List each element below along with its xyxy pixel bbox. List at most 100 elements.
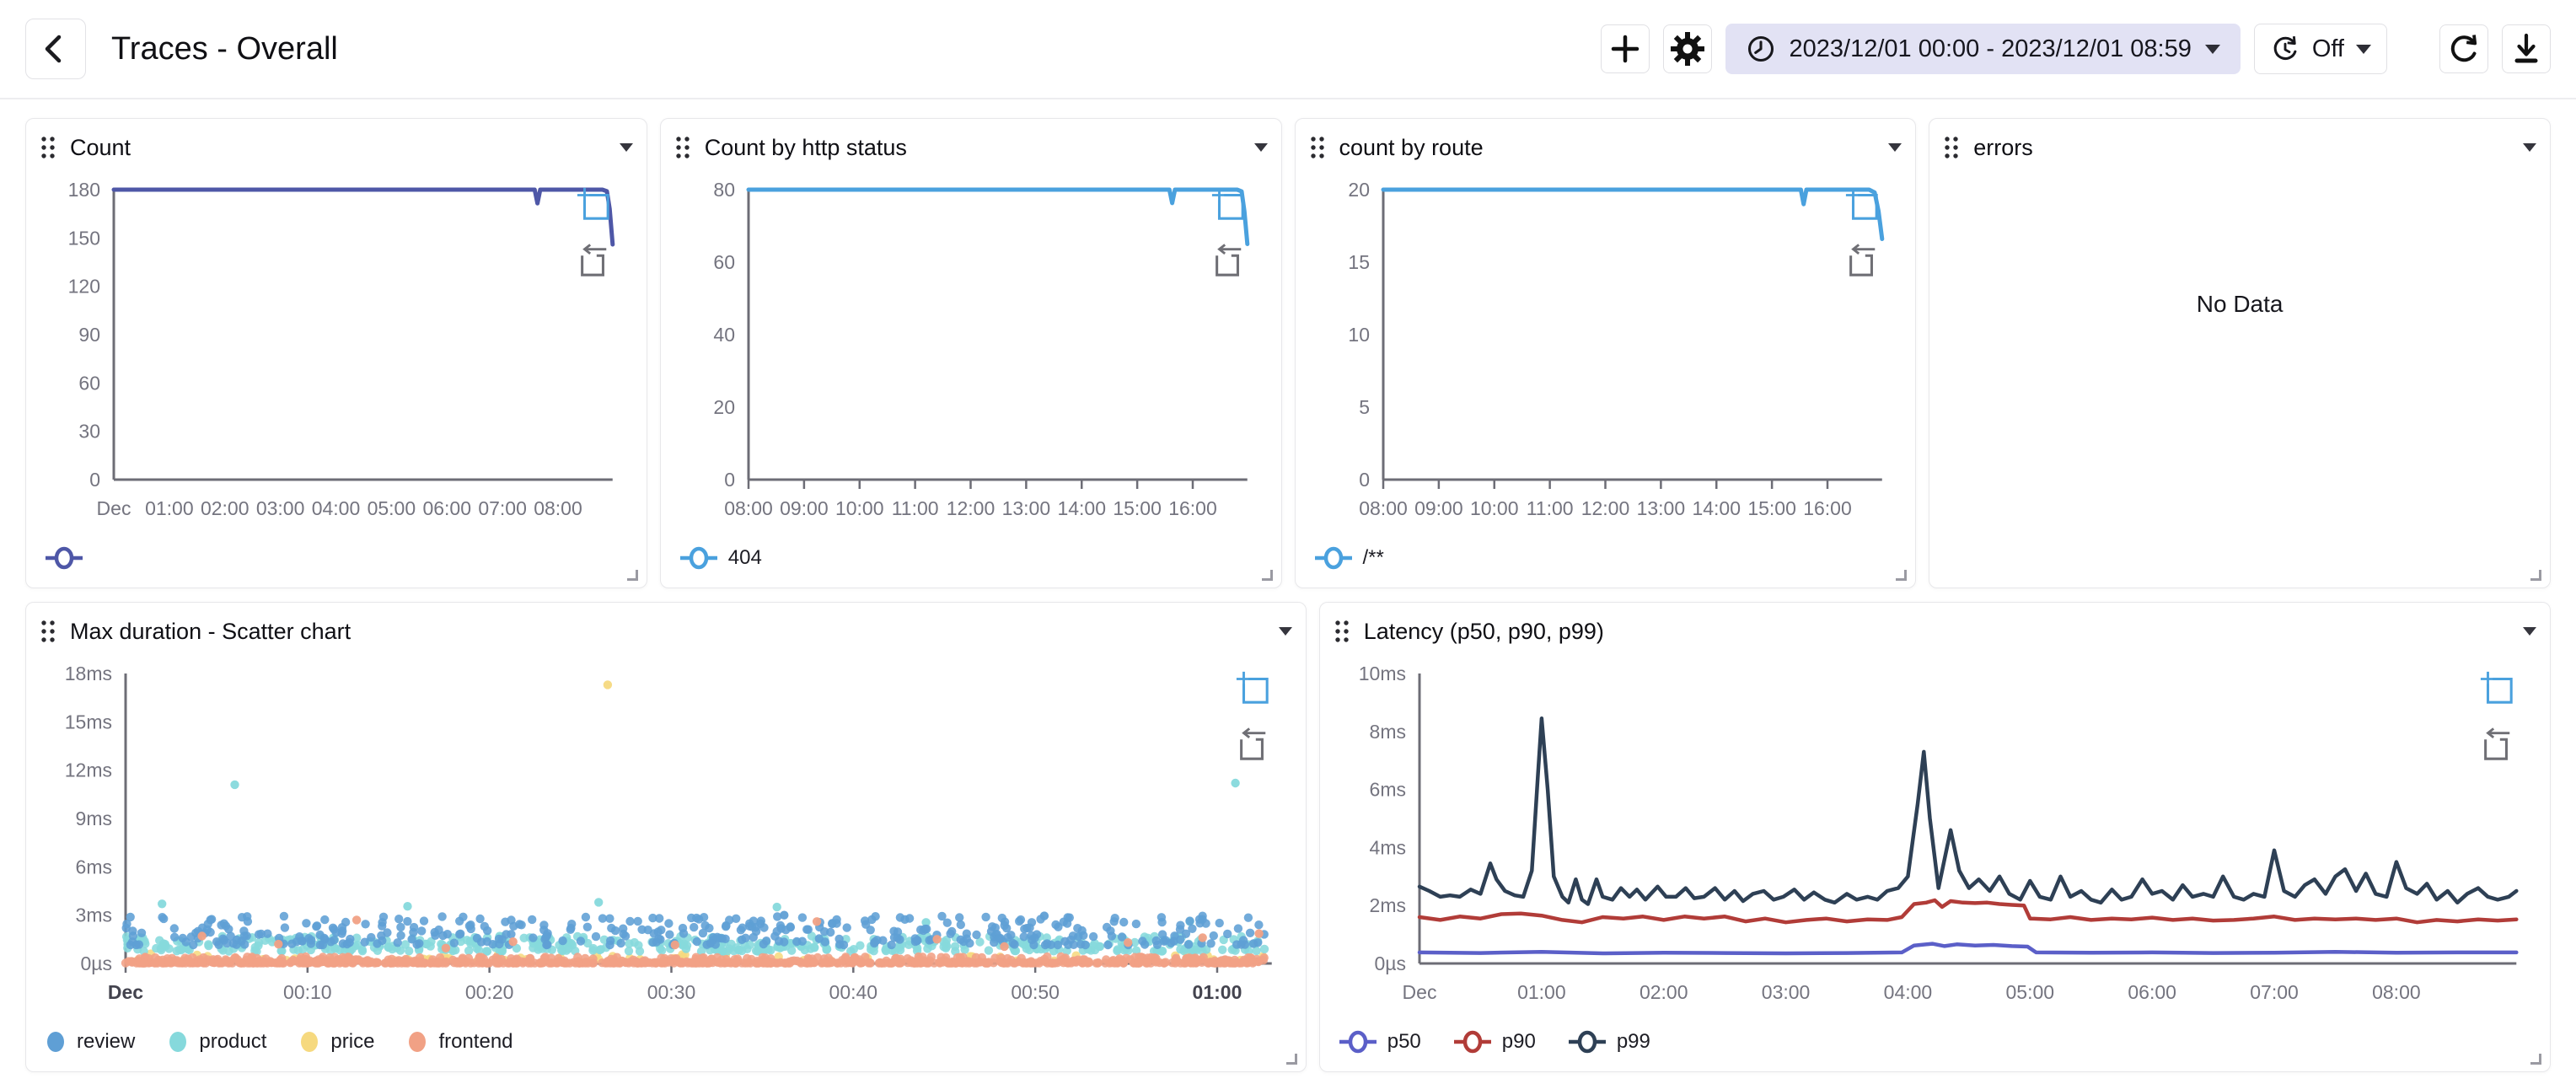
svg-text:12ms: 12ms: [65, 759, 112, 781]
p90-legend-marker-icon: [1453, 1030, 1491, 1054]
no-data-text: No Data: [2196, 290, 2284, 317]
auto-refresh-dropdown[interactable]: Off: [2253, 24, 2387, 74]
legend-item-product[interactable]: product: [167, 1030, 266, 1054]
reset-zoom-icon[interactable]: [2479, 727, 2514, 766]
panel-menu-caret-icon[interactable]: [1278, 627, 1292, 636]
count-chart[interactable]: 180 150 120 90 60 30 0 Dec 01:00 02:00 03:00 04:00 0…: [40, 166, 633, 535]
legend-item-p99[interactable]: p99: [1568, 1030, 1650, 1054]
resize-handle[interactable]: [1896, 570, 1908, 581]
box-zoom-icon[interactable]: [2479, 670, 2514, 710]
svg-text:08:00: 08:00: [724, 497, 773, 519]
svg-text:15:00: 15:00: [1113, 497, 1162, 519]
svg-text:03:00: 03:00: [256, 497, 305, 519]
svg-text:2ms: 2ms: [1369, 894, 1405, 916]
reset-zoom-icon[interactable]: [576, 243, 611, 282]
p99-legend-marker-icon: [1568, 1030, 1606, 1054]
svg-text:01:00: 01:00: [1193, 981, 1242, 1003]
svg-text:04:00: 04:00: [312, 497, 361, 519]
legend-item[interactable]: [45, 546, 94, 570]
legend: p50 p90 p99: [1334, 1019, 2536, 1065]
svg-text:Dec: Dec: [108, 981, 143, 1003]
reset-zoom-icon[interactable]: [1844, 243, 1880, 282]
resize-handle[interactable]: [1285, 1054, 1297, 1065]
drag-handle-icon[interactable]: [1943, 134, 1960, 161]
svg-text:16:00: 16:00: [1803, 497, 1852, 519]
http-status-chart[interactable]: 80 60 40 20 0 08:00 09:00 10:00 11:00 12:00 13:00 1…: [674, 166, 1268, 535]
resize-handle[interactable]: [2530, 1054, 2541, 1065]
svg-text:0: 0: [89, 469, 100, 491]
svg-text:4ms: 4ms: [1369, 836, 1405, 858]
svg-text:14:00: 14:00: [1057, 497, 1106, 519]
legend-item-route[interactable]: /**: [1314, 546, 1384, 570]
svg-text:0: 0: [1359, 469, 1370, 491]
svg-text:20: 20: [1348, 179, 1370, 201]
resize-handle[interactable]: [2530, 570, 2541, 581]
legend: review product price frontend: [40, 1019, 1292, 1065]
svg-text:90: 90: [78, 324, 100, 346]
legend-item-frontend[interactable]: frontend: [406, 1030, 513, 1054]
route-chart[interactable]: 20 15 10 5 0 08:00 09:00 10:00 11:00 12:00 13:00 14…: [1309, 166, 1902, 535]
drag-handle-icon[interactable]: [1334, 618, 1350, 645]
svg-text:11:00: 11:00: [1526, 497, 1573, 519]
svg-text:02:00: 02:00: [201, 497, 250, 519]
panel-menu-caret-icon[interactable]: [2523, 143, 2536, 152]
download-button[interactable]: [2502, 24, 2551, 73]
settings-button[interactable]: [1662, 24, 1712, 73]
legend: [40, 535, 633, 581]
box-zoom-icon[interactable]: [1210, 186, 1246, 226]
drag-handle-icon[interactable]: [674, 134, 691, 161]
svg-text:15: 15: [1348, 251, 1370, 273]
svg-text:06:00: 06:00: [2128, 981, 2176, 1003]
panel-menu-caret-icon[interactable]: [2523, 627, 2536, 636]
legend-item-404[interactable]: 404: [679, 546, 762, 570]
reset-zoom-icon[interactable]: [1235, 727, 1270, 766]
panel-menu-caret-icon[interactable]: [619, 143, 633, 152]
legend-item-price[interactable]: price: [298, 1030, 374, 1054]
latency-chart[interactable]: 10ms 8ms 6ms 4ms 2ms 0µs Dec 01:00 02:00 03:00 04:…: [1334, 650, 2536, 1019]
svg-text:6ms: 6ms: [76, 856, 112, 877]
back-button[interactable]: [25, 19, 86, 79]
panel-count-by-http-status: Count by http status 80 60 40 20 0 08:00 09:00…: [659, 118, 1282, 588]
drag-handle-icon[interactable]: [40, 134, 56, 161]
drag-handle-icon[interactable]: [40, 618, 56, 645]
svg-text:80: 80: [713, 179, 735, 201]
p50-legend-marker-icon: [1339, 1030, 1377, 1054]
panel-count: Count 180 150 120 90 60 30 0 Dec 01:00 02:00 03:00…: [25, 118, 647, 588]
series-legend-marker-icon: [1314, 546, 1352, 570]
box-zoom-icon[interactable]: [576, 186, 611, 226]
svg-text:60: 60: [713, 251, 735, 273]
product-legend-marker-icon: [169, 1032, 187, 1052]
time-range-picker[interactable]: 2023/12/01 00:00 - 2023/12/01 08:59: [1725, 24, 2241, 74]
legend-item-review[interactable]: review: [45, 1030, 135, 1054]
drag-handle-icon[interactable]: [1309, 134, 1326, 161]
gear-icon: [1670, 32, 1704, 66]
panel-errors: errors No Data: [1929, 118, 2551, 588]
resize-handle[interactable]: [1261, 570, 1273, 581]
legend-item-p90[interactable]: p90: [1453, 1030, 1536, 1054]
refresh-button[interactable]: [2439, 24, 2488, 73]
legend: 404: [674, 535, 1268, 581]
svg-text:3ms: 3ms: [76, 904, 112, 926]
box-zoom-icon[interactable]: [1235, 670, 1270, 710]
svg-text:13:00: 13:00: [1636, 497, 1685, 519]
svg-text:Dec: Dec: [1402, 981, 1436, 1003]
panel-menu-caret-icon[interactable]: [1253, 143, 1268, 152]
legend-item-p50[interactable]: p50: [1339, 1030, 1421, 1054]
svg-text:00:50: 00:50: [1011, 981, 1060, 1003]
add-panel-button[interactable]: [1600, 24, 1650, 73]
panel-menu-caret-icon[interactable]: [1888, 143, 1902, 152]
svg-text:01:00: 01:00: [1517, 981, 1566, 1003]
svg-text:01:00: 01:00: [145, 497, 194, 519]
chevron-down-icon: [2204, 44, 2220, 54]
svg-text:0µs: 0µs: [1374, 953, 1406, 974]
reset-zoom-icon[interactable]: [1210, 243, 1246, 282]
svg-text:0µs: 0µs: [80, 953, 112, 974]
top-bar: Traces - Overall: [0, 0, 2576, 99]
max-duration-scatter-chart[interactable]: 18ms 15ms 12ms 9ms 6ms 3ms 0µs Dec 00:10 00:20 00:…: [40, 650, 1292, 1019]
resize-handle[interactable]: [626, 570, 638, 581]
svg-text:Dec: Dec: [97, 497, 131, 519]
box-zoom-icon[interactable]: [1844, 186, 1880, 226]
chevron-left-icon: [45, 35, 62, 63]
svg-text:07:00: 07:00: [478, 497, 527, 519]
svg-text:10:00: 10:00: [835, 497, 884, 519]
